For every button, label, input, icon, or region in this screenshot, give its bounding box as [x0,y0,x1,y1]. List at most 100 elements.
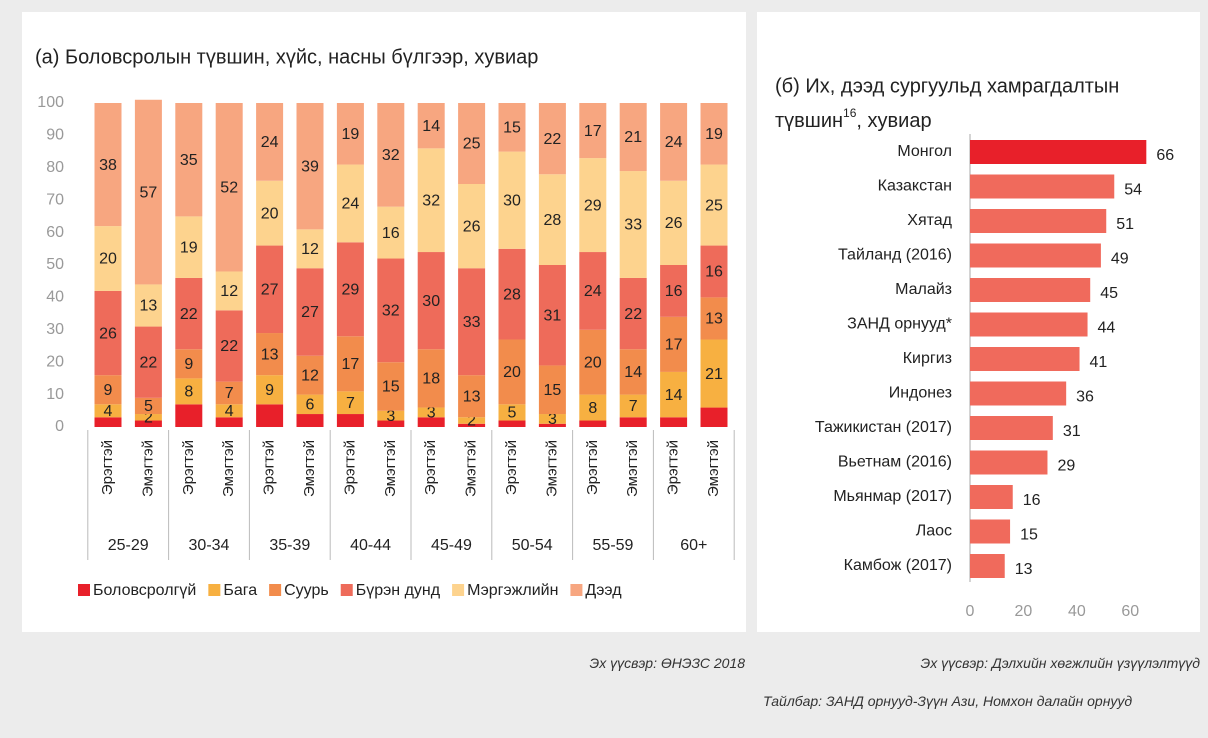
data-label: 16 [382,225,400,242]
category-label: Тайланд (2016) [838,247,952,264]
category-label: Монгол [897,143,952,160]
note: Тайлбар: ЗАНД орнууд-Зүүн Ази, Номхон да… [763,693,1133,709]
data-label: 7 [225,385,234,402]
data-label: 31 [1063,423,1081,440]
legend-swatch [340,584,353,596]
data-label: 31 [544,307,562,324]
group-label: 50-54 [512,537,553,554]
data-label: 24 [261,134,279,151]
legend-label: Мэргэжлийн [467,582,558,599]
bar-segment [700,164,728,246]
data-label: 9 [104,382,113,399]
bar-segment [700,245,728,298]
bar [970,140,1147,164]
bar-segment [336,164,364,243]
bar-segment [417,407,445,418]
legend-swatch [570,584,583,596]
data-label: 7 [346,395,355,412]
bar-segment [498,404,526,421]
bar [970,278,1091,302]
category-label: Камбож (2017) [844,557,952,574]
data-label: 38 [99,157,117,174]
y-tick-label: 40 [46,289,64,306]
bar-segment [377,103,405,207]
bar-segment [215,404,243,418]
x-tick-label: Эмэгтэй [463,440,480,497]
data-label: 29 [342,282,360,299]
x-tick-label: Эрэгтэй [503,440,520,495]
data-label: 22 [624,306,642,323]
data-label: 30 [503,192,521,209]
chart-title: (а) Боловсролын түвшин, хүйс, насны бүлг… [35,46,538,68]
bar [970,209,1107,233]
data-label: 28 [544,212,562,229]
bar-segment [538,103,566,175]
bar-segment [377,362,405,411]
group-label: 35-39 [269,537,310,554]
data-label: 51 [1116,216,1134,233]
data-label: 28 [503,286,521,303]
x-tick-label: Эрэгтэй [422,440,439,495]
x-tick-label: Эмэгтэй [382,440,399,497]
data-label: 26 [463,218,481,235]
group-label: 55-59 [593,537,634,554]
data-label: 18 [422,371,440,388]
data-label: 9 [265,382,274,399]
data-label: 49 [1111,251,1129,268]
bar-segment [660,417,688,427]
data-label: 27 [261,282,279,299]
bar-segment [336,414,364,427]
bar-segment [134,284,162,327]
x-tick-label: 60 [1121,603,1139,620]
data-label: 15 [382,379,400,396]
bar-segment [215,271,243,311]
bar-segment [458,423,486,427]
bar-segment [660,265,688,317]
bar-segment [175,349,203,379]
bar-segment [377,410,405,421]
source: Эх үүсвэр: ӨНЭЗС 2018 [589,655,745,671]
legend-swatch [452,584,465,596]
bar [970,485,1013,509]
bar-segment [336,242,364,337]
data-label: 57 [140,184,158,201]
data-label: 14 [665,387,683,404]
y-tick-label: 0 [55,418,64,435]
bar-segment [94,375,122,405]
bar-segment [134,326,162,398]
bar-segment [296,229,324,269]
data-label: 29 [1057,458,1075,475]
bar-segment [296,355,324,395]
bar-segment [336,391,364,415]
data-label: 24 [584,283,602,300]
bar-segment [538,423,566,427]
bar-segment [94,404,122,418]
bar [970,381,1067,406]
y-tick-label: 10 [46,386,64,403]
bar-segment [336,103,364,165]
data-label: 15 [1020,527,1038,544]
data-label: 13 [261,346,279,363]
data-label: 52 [220,179,238,196]
data-label: 16 [1023,492,1041,509]
category-label: Лаос [916,523,952,540]
data-label: 14 [422,118,440,135]
data-label: 2 [144,409,153,426]
bar-segment [458,268,486,376]
category-label: Малайз [895,281,952,298]
source: Эх үүсвэр: Дэлхийн хөгжлийн үзүүлэлтүүд [920,655,1200,671]
bar-segment [256,404,284,427]
data-label: 16 [665,283,683,300]
chart-title: түвшин16, хувиар [775,106,932,132]
bar-segment [134,414,162,421]
legend-label: Бага [223,582,257,599]
bar-segment [94,226,122,291]
data-label: 22 [140,354,158,371]
bar-segment [215,381,243,405]
category-label: ЗАНД орнууд* [847,316,952,333]
data-label: 17 [584,123,602,140]
bar-segment [579,394,607,421]
legend-swatch [269,584,282,596]
